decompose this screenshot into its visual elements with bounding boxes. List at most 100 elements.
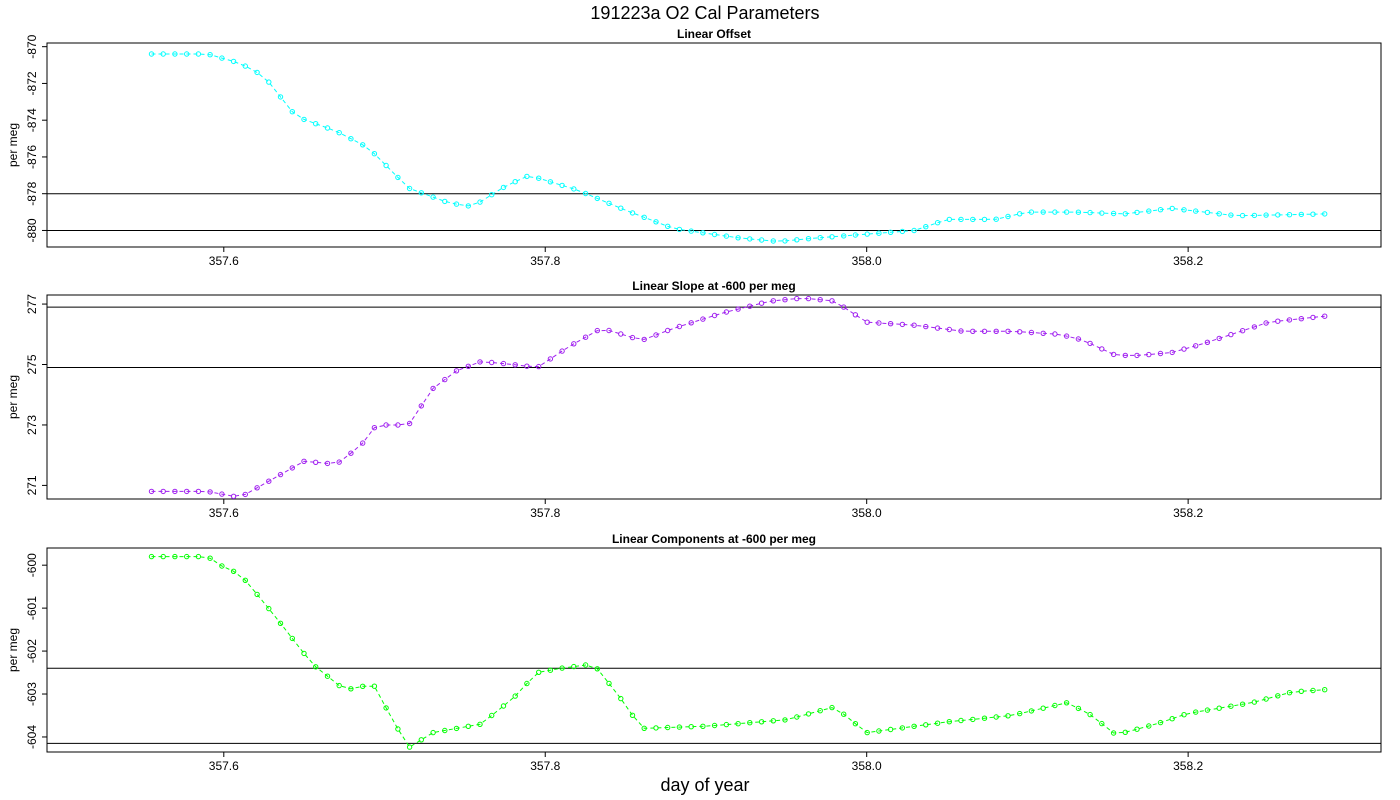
data-point-linear-slope-92	[1228, 331, 1234, 338]
data-point-linear-offset-80	[1087, 209, 1093, 216]
data-point-linear-components-59	[841, 711, 847, 717]
data-point-linear-offset-86	[1157, 207, 1164, 213]
data-point-linear-components-36	[571, 663, 577, 670]
data-point-linear-components-32	[524, 680, 530, 687]
ylabel-linear-offset: per meg	[6, 123, 20, 167]
data-point-linear-components-38	[594, 666, 600, 672]
x-tick-label-linear-offset-3: 358.2	[1173, 254, 1203, 268]
data-point-linear-offset-95	[1263, 212, 1269, 218]
data-point-linear-components-55	[794, 714, 800, 720]
data-point-linear-components-100	[1322, 687, 1328, 693]
data-point-linear-offset-4	[195, 51, 202, 57]
data-point-linear-offset-62	[876, 230, 882, 236]
data-point-linear-slope-4	[195, 488, 202, 495]
data-point-linear-components-13	[301, 650, 307, 657]
data-point-linear-slope-78	[1063, 333, 1070, 339]
data-point-linear-slope-98	[1298, 316, 1305, 322]
data-point-linear-components-97	[1286, 690, 1293, 696]
data-point-linear-slope-80	[1087, 340, 1093, 347]
data-point-linear-slope-81	[1099, 346, 1105, 352]
data-point-linear-components-82	[1110, 730, 1117, 736]
data-point-linear-slope-72	[993, 328, 999, 334]
data-point-linear-components-9	[254, 591, 260, 598]
data-point-linear-slope-40	[618, 331, 624, 337]
data-point-linear-slope-48	[711, 312, 718, 319]
data-point-linear-slope-93	[1239, 328, 1246, 334]
x-tick-label-linear-components-3: 358.2	[1173, 759, 1203, 773]
y-tick-label-linear-offset-2: -876	[25, 145, 39, 169]
data-point-linear-components-71	[981, 715, 988, 721]
data-point-linear-components-40	[618, 695, 624, 702]
data-point-linear-components-60	[852, 721, 859, 727]
data-point-linear-offset-48	[711, 231, 718, 238]
data-point-linear-components-42	[641, 725, 647, 731]
data-point-linear-components-63	[887, 726, 894, 733]
series-line-linear-offset	[151, 53, 1325, 242]
data-point-linear-components-78	[1063, 700, 1070, 706]
x-tick-label-linear-components-1: 357.8	[530, 759, 560, 773]
x-tick-label-linear-offset-2: 358.0	[852, 254, 882, 268]
data-point-linear-offset-46	[688, 228, 694, 234]
panel-title-linear-offset: Linear Offset	[677, 27, 751, 41]
data-point-linear-components-84	[1134, 726, 1140, 732]
data-point-linear-offset-34	[547, 179, 554, 185]
data-point-linear-components-4	[195, 553, 202, 560]
data-point-linear-components-44	[665, 724, 671, 731]
data-point-linear-components-62	[876, 728, 882, 734]
x-tick-label-linear-components-2: 358.0	[852, 759, 882, 773]
data-point-linear-offset-65	[911, 227, 917, 234]
data-point-linear-slope-91	[1216, 335, 1222, 342]
y-tick-label-linear-slope-2: 275	[25, 354, 39, 374]
data-point-linear-components-96	[1275, 693, 1281, 699]
data-point-linear-offset-36	[571, 186, 577, 192]
data-point-linear-slope-34	[547, 356, 554, 362]
data-point-linear-slope-56	[805, 295, 812, 302]
data-point-linear-slope-100	[1322, 313, 1328, 319]
data-point-linear-slope-44	[665, 327, 671, 334]
data-point-linear-offset-24	[430, 194, 436, 200]
y-tick-label-linear-components-1: -603	[25, 682, 39, 706]
data-point-linear-slope-90	[1204, 339, 1211, 345]
data-point-linear-slope-5	[207, 489, 213, 495]
data-point-linear-offset-50	[735, 235, 741, 241]
data-point-linear-offset-76	[1040, 209, 1046, 215]
data-point-linear-offset-98	[1298, 211, 1305, 218]
data-point-linear-components-70	[970, 716, 976, 723]
data-point-linear-offset-38	[594, 195, 600, 202]
data-point-linear-offset-77	[1052, 209, 1058, 215]
data-point-linear-components-95	[1263, 696, 1269, 702]
data-point-linear-slope-82	[1110, 351, 1117, 358]
data-point-linear-offset-69	[958, 216, 964, 223]
y-tick-label-linear-offset-4: -872	[25, 71, 39, 95]
data-point-linear-offset-47	[700, 230, 706, 236]
data-point-linear-components-2	[172, 553, 178, 560]
data-point-linear-offset-75	[1028, 209, 1035, 215]
data-point-linear-slope-41	[629, 334, 636, 341]
data-point-linear-offset-72	[993, 216, 999, 222]
data-point-linear-offset-90	[1204, 209, 1211, 216]
data-point-linear-slope-62	[876, 320, 882, 326]
data-point-linear-components-26	[453, 725, 460, 732]
data-point-linear-offset-35	[559, 182, 565, 189]
ylabel-linear-slope: per meg	[6, 375, 20, 419]
data-point-linear-slope-64	[899, 321, 906, 328]
data-point-linear-components-48	[711, 722, 718, 729]
data-point-linear-offset-6	[219, 55, 225, 61]
data-point-linear-slope-87	[1169, 349, 1175, 356]
data-point-linear-slope-73	[1005, 328, 1011, 334]
panel-linear-slope: Linear Slope at -600 per meg per meg 357…	[6, 279, 1382, 520]
data-point-linear-slope-20	[383, 422, 389, 428]
data-point-linear-components-5	[207, 555, 213, 561]
data-point-linear-components-15	[324, 673, 331, 679]
data-point-linear-components-0	[148, 553, 155, 560]
data-point-linear-slope-75	[1028, 329, 1035, 336]
data-point-linear-components-24	[430, 729, 436, 736]
data-point-linear-components-74	[1017, 710, 1023, 717]
data-point-linear-components-27	[465, 723, 471, 729]
data-point-linear-offset-16	[336, 130, 342, 136]
data-point-linear-slope-36	[571, 341, 577, 347]
y-tick-label-linear-components-3: -601	[25, 596, 39, 620]
data-point-linear-components-30	[500, 703, 507, 709]
data-point-linear-components-17	[348, 686, 354, 692]
